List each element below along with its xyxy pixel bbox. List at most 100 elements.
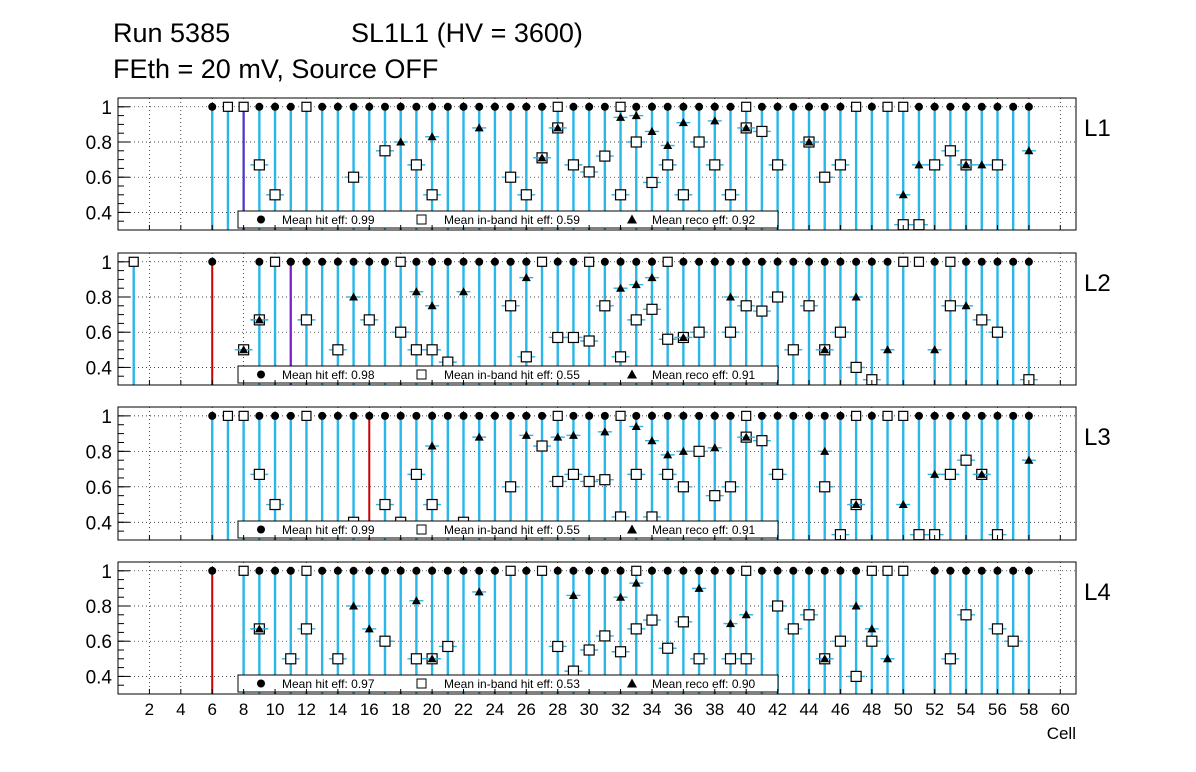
inband-eff-point [614,511,627,523]
reco-eff-point [851,292,861,301]
hit-eff-point [930,411,939,420]
hit-eff-point [349,566,358,575]
reco-eff-point [741,610,751,619]
hit-eff-point [522,411,531,420]
hit-eff-point [757,257,766,266]
hit-eff-point [742,257,751,266]
hit-eff-point [1024,411,1033,420]
hit-eff-point [962,257,971,266]
hit-eff-point [333,566,342,575]
x-tick-label: 28 [548,700,567,719]
reco-eff-point [914,160,924,169]
reco-eff-point [663,141,673,150]
inband-eff-point [662,159,674,171]
reco-eff-point [349,292,359,301]
inband-eff-point [944,300,956,312]
hit-eff-point [428,102,437,111]
reco-eff-point [820,654,830,663]
x-tick-label: 48 [862,700,881,719]
reco-eff-point [254,315,264,324]
run-title: Run 5385 [113,18,231,48]
hit-eff-point [396,566,405,575]
inband-eff-point [756,305,768,317]
hit-eff-point [867,411,876,420]
reco-eff-point [1024,455,1034,464]
hit-eff-point [475,257,484,266]
x-tick-label: 32 [611,700,630,719]
x-tick-label: 14 [328,700,347,719]
inband-eff-point [960,609,972,621]
legend-hit-icon [257,370,265,379]
inband-eff-point [583,644,595,656]
inband-eff-point [693,445,705,457]
hit-eff-point [946,102,955,111]
legend-hit-label: Mean hit eff: 0.99 [282,523,375,537]
hit-eff-point [962,411,971,420]
hit-eff-point [490,102,499,111]
inband-eff-point [599,300,611,312]
hit-eff-point [805,566,814,575]
inband-eff-point [850,670,862,683]
inband-eff-point [740,653,752,665]
inband-eff-point [552,331,564,344]
reco-eff-point [710,443,720,452]
hit-eff-point [757,566,766,575]
inband-eff-point [410,468,422,480]
reco-eff-point [820,345,830,354]
hit-eff-point [836,102,845,111]
reco-eff-point [616,592,626,601]
inband-eff-point [724,481,737,493]
hit-eff-point [632,102,641,111]
hit-eff-point [616,566,625,575]
reco-eff-point [930,469,940,478]
x-tick-label: 50 [894,700,913,719]
hit-eff-point [286,411,295,420]
inband-eff-point [741,410,752,421]
reco-eff-point [631,111,641,120]
hit-eff-point [349,411,358,420]
inband-eff-point [630,468,642,480]
hit-eff-point [412,566,421,575]
hit-eff-point [946,411,955,420]
reco-eff-point [820,446,830,455]
inband-eff-point [301,101,312,112]
reco-eff-point [600,427,610,436]
hit-eff-point [679,102,688,111]
hit-eff-point [647,102,656,111]
hit-eff-point [490,411,499,420]
panel-l4: Mean hit eff: 0.97 Mean in-band hit eff: … [86,561,1111,695]
hit-eff-point [977,411,986,420]
legend-box [237,674,779,693]
inband-eff-point [913,219,925,231]
legend-hit-label: Mean hit eff: 0.98 [282,368,375,382]
hit-eff-point [522,102,531,111]
x-tick-label: 4 [176,700,185,719]
hit-eff-point [632,411,641,420]
hit-eff-point [773,411,782,420]
reco-eff-point [568,430,578,439]
inband-eff-point [536,256,548,267]
reco-eff-point [851,500,861,509]
inband-eff-point [552,101,563,112]
inband-eff-point [442,640,454,653]
x-tick-label: 6 [207,700,216,719]
inband-eff-point [741,101,752,112]
x-tick-label: 56 [988,700,1007,719]
hit-eff-point [490,566,499,575]
reco-eff-point [474,432,484,441]
hit-eff-point [585,102,594,111]
inband-eff-point [552,640,564,653]
inband-eff-point [332,653,344,665]
reco-eff-point [411,596,421,605]
inband-eff-point [944,468,956,480]
x-tick-label: 20 [423,700,442,719]
legend-hit-label: Mean hit eff: 0.97 [282,677,375,691]
reco-eff-point [725,619,735,628]
y-tick-label: 0.4 [86,203,113,224]
hit-eff-point [255,102,264,111]
hit-eff-point [459,102,468,111]
inband-eff-point [269,498,281,511]
hit-eff-point [773,257,782,266]
inband-eff-point [693,326,705,338]
hit-eff-point [600,411,609,420]
